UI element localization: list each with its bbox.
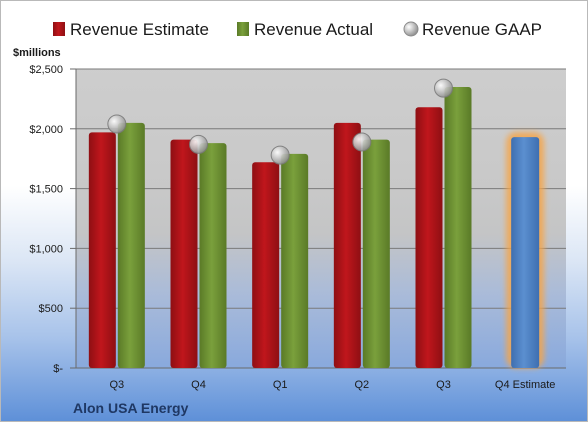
- marker-revenue-gaap: [434, 78, 453, 98]
- legend-label: Revenue GAAP: [422, 20, 542, 39]
- marker-revenue-gaap: [189, 134, 208, 154]
- marker-revenue-gaap: [270, 145, 290, 165]
- bar-revenue-actual: [444, 86, 472, 368]
- bar-revenue-actual: [117, 122, 145, 368]
- bar-revenue-estimate: [415, 107, 443, 368]
- marker-revenue-gaap: [352, 132, 372, 152]
- x-tick-label: Q3: [436, 379, 451, 391]
- bar-q4-estimate: [511, 137, 540, 368]
- company-name: Alon USA Energy: [73, 400, 189, 416]
- plot-area: [76, 69, 566, 368]
- bar-revenue-estimate: [252, 162, 280, 368]
- x-tick-label: Q1: [273, 379, 288, 391]
- marker-revenue-gaap: [107, 114, 127, 134]
- legend-swatch: [237, 22, 249, 36]
- y-tick-label: $500: [39, 303, 63, 315]
- x-tick-label: Q2: [354, 379, 369, 391]
- x-tick-label: Q3: [109, 379, 124, 391]
- y-tick-label: $-: [53, 363, 63, 375]
- bar-revenue-estimate: [88, 132, 116, 368]
- y-tick-label: $2,000: [29, 124, 63, 136]
- legend-swatch: [403, 21, 419, 37]
- bar-revenue-actual: [281, 153, 309, 368]
- x-tick-label: Q4 Estimate: [495, 379, 556, 391]
- unit-label: $millions: [13, 47, 61, 59]
- x-tick-label: Q4: [191, 379, 206, 391]
- bar-revenue-estimate: [170, 139, 198, 368]
- legend-label: Revenue Actual: [254, 20, 373, 39]
- legend-swatch: [53, 22, 65, 36]
- bar-revenue-actual: [362, 139, 390, 368]
- bar-revenue-estimate: [333, 122, 361, 368]
- bar-revenue-actual: [199, 143, 227, 368]
- legend-label: Revenue Estimate: [70, 20, 209, 39]
- y-tick-label: $1,000: [29, 243, 63, 255]
- y-tick-label: $1,500: [29, 184, 63, 196]
- y-tick-label: $2,500: [29, 64, 63, 76]
